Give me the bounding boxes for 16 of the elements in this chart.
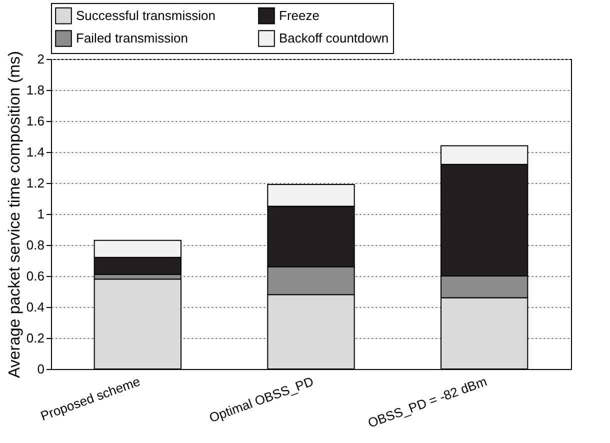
legend-label: Freeze — [279, 8, 320, 23]
legend-label: Backoff countdown — [279, 30, 389, 46]
y-tick-label: 0.6 — [26, 268, 44, 284]
y-tick-label: 1 — [37, 206, 44, 222]
legend-label: Successful transmission — [76, 8, 216, 23]
y-tick-label: 1.4 — [26, 144, 44, 160]
y-tick-label: 0.2 — [26, 330, 44, 346]
y-tick-label: 0.8 — [26, 238, 44, 252]
y-tick-label: 1.6 — [26, 114, 44, 128]
y-axis-title: Average packet service time composition (ms) — [6, 51, 24, 378]
y-tick-label: 0.4 — [26, 300, 44, 314]
y-tick-label: 2 — [37, 52, 44, 66]
y-tick-label: 1.8 — [26, 82, 44, 98]
y-tick-label: 1.2 — [26, 176, 44, 190]
y-tick-label: 0 — [37, 362, 44, 376]
legend-label: Failed transmission — [76, 30, 188, 46]
